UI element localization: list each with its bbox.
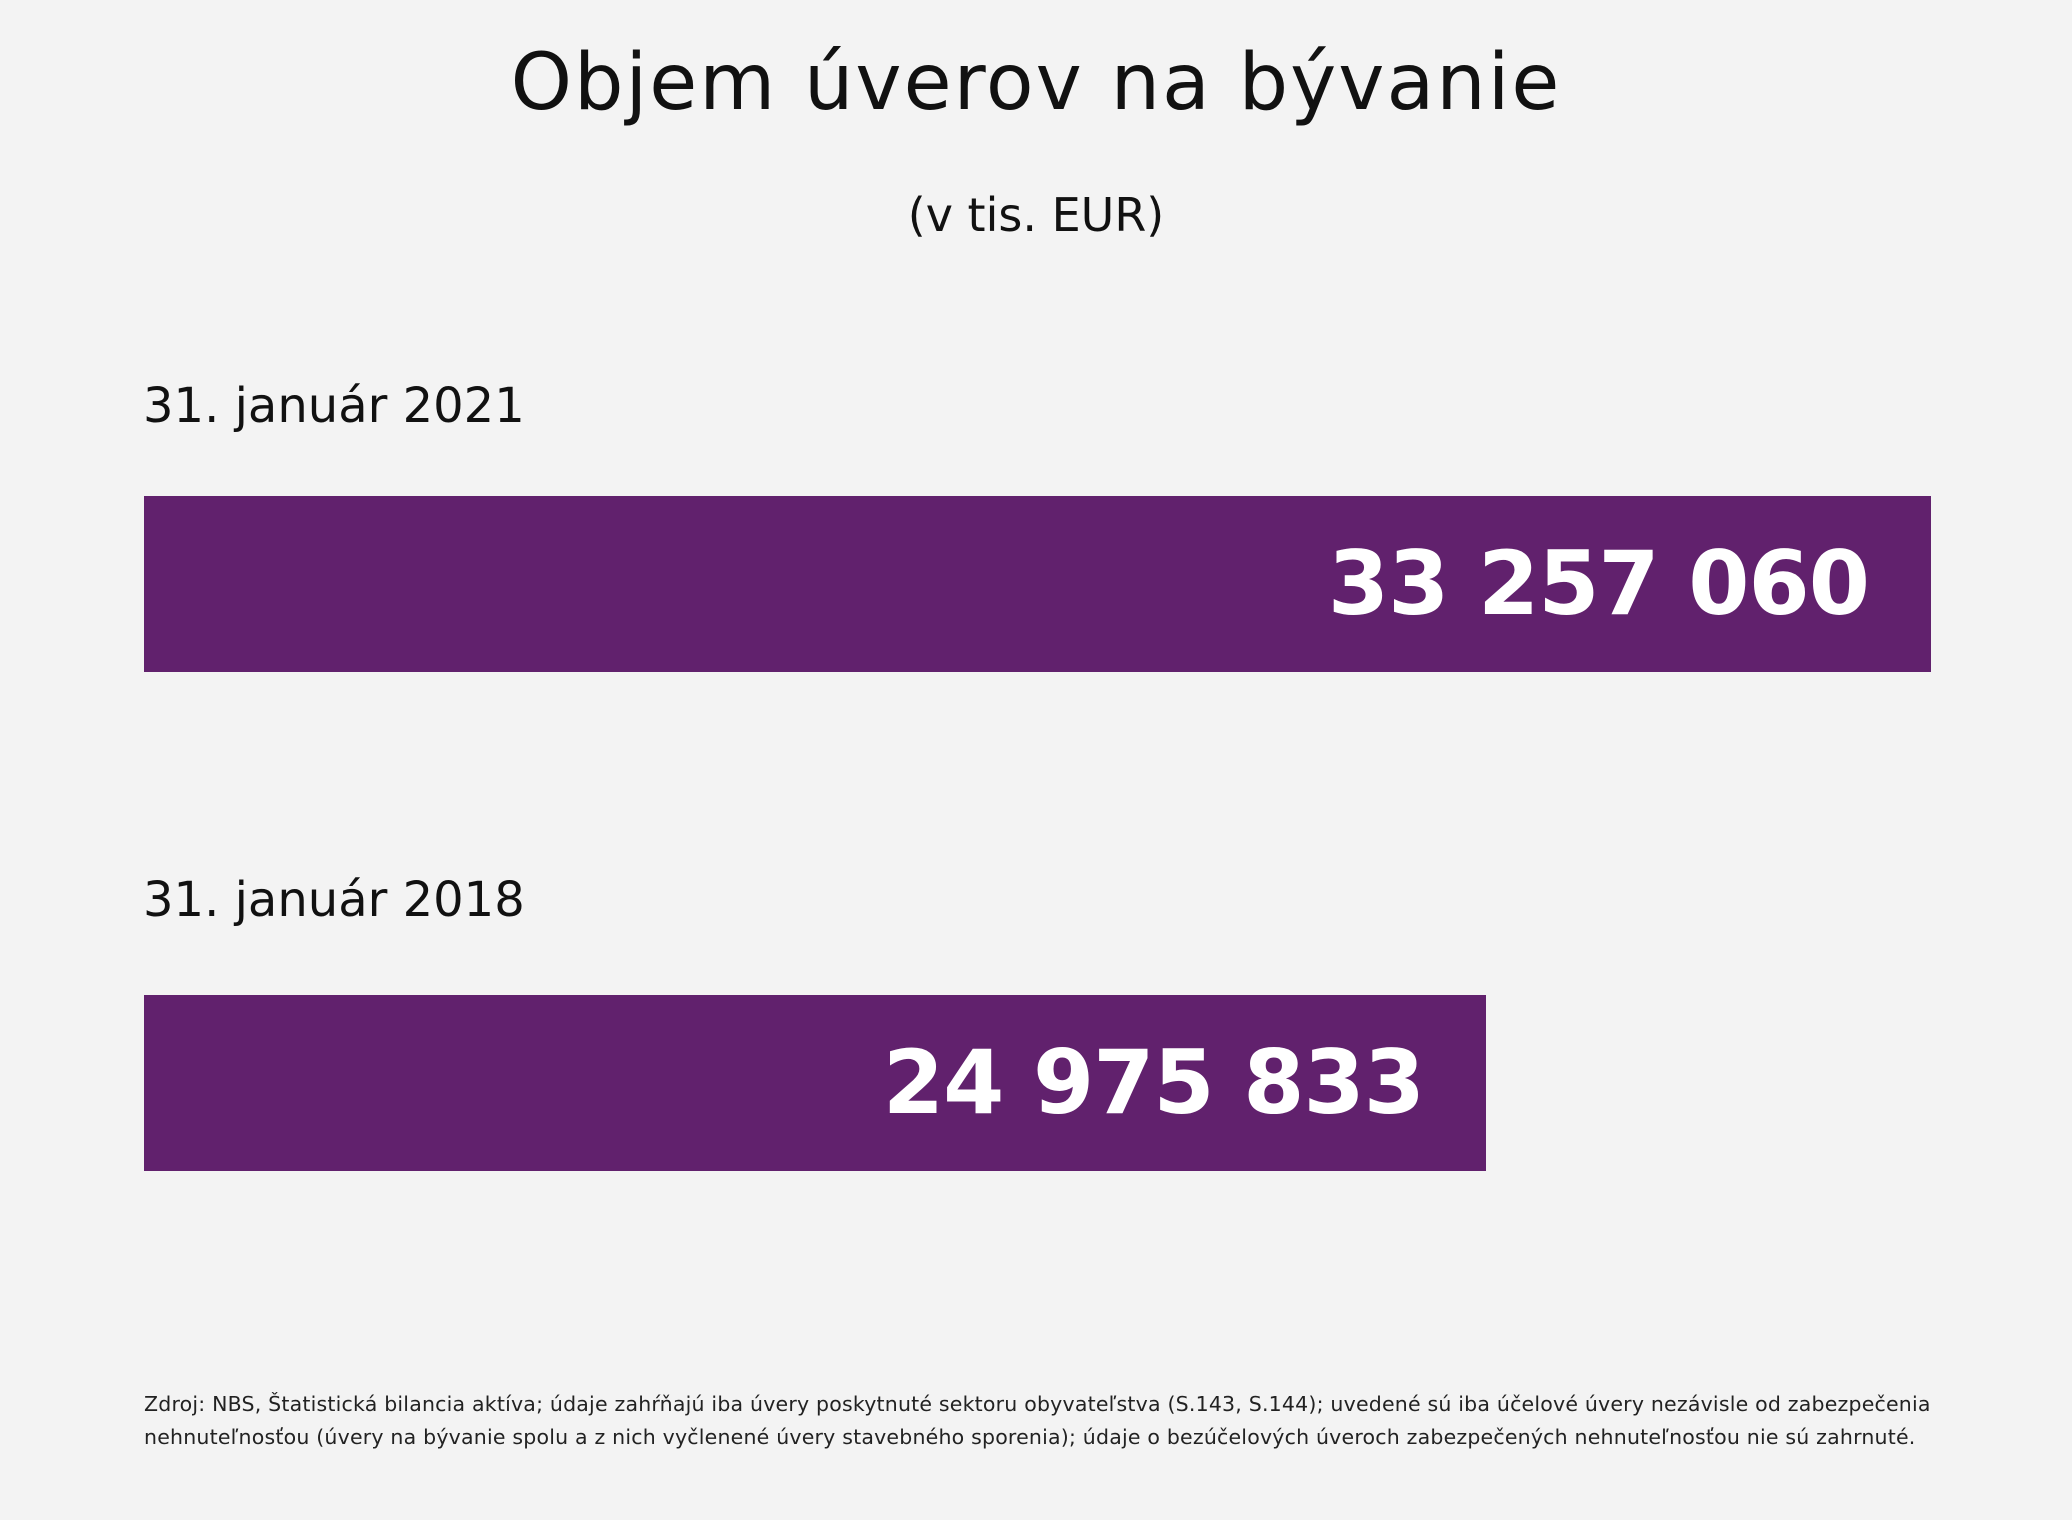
bar-value-label: 24 975 833 (882, 1031, 1425, 1134)
source-note: Zdroj: NBS, Štatistická bilancia aktíva;… (144, 1388, 2004, 1454)
chart-title: Objem úverov na bývanie (510, 38, 1562, 128)
chart-subtitle: (v tis. EUR) (907, 188, 1165, 242)
category-label: 31. január 2021 (143, 378, 525, 434)
category-label: 31. január 2018 (143, 872, 525, 928)
bar: 33 257 060 (144, 496, 1931, 672)
bar-value-label: 33 257 060 (1327, 532, 1870, 635)
bar: 24 975 833 (144, 995, 1486, 1171)
source-line-1: Zdroj: NBS, Štatistická bilancia aktíva;… (144, 1392, 1931, 1416)
source-line-2: nehnuteľnosťou (úvery na bývanie spolu a… (144, 1425, 1916, 1449)
